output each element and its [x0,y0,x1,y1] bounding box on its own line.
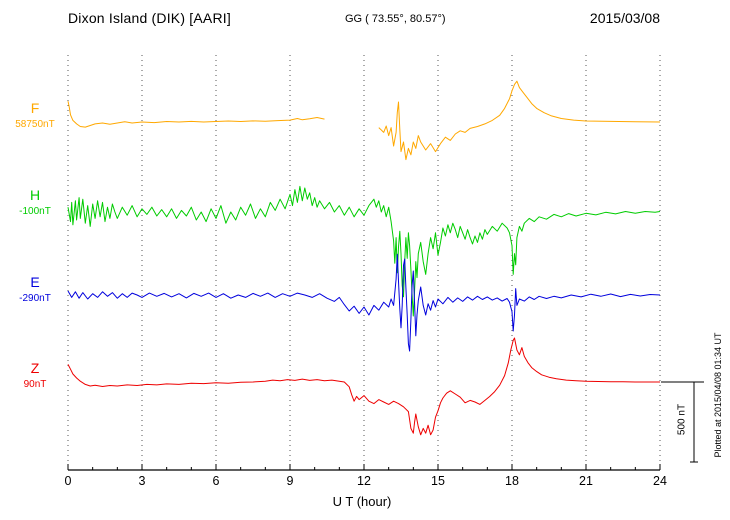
x-tick-label-12: 12 [357,474,371,488]
x-tick-label-0: 0 [64,474,72,488]
series-baseline-Z: 90nT [23,379,47,391]
series-F-trace-2 [378,80,661,161]
x-tick-label-6: 6 [212,474,220,488]
x-tick-label-24: 24 [653,474,667,488]
scale-bar-label: 500 nT [676,403,688,436]
series-name-Z: Z [30,360,40,376]
series-label-F: F 58750nT [6,100,64,131]
series-name-E: E [30,274,40,290]
series-baseline-F: 58750nT [15,119,55,131]
station-title: Dixon Island (DIK) [AARI] [68,10,231,26]
series-label-Z: Z 90nT [6,360,64,391]
series-Z-trace [67,337,660,436]
series-H-trace [67,185,661,317]
series-F-trace-1 [67,101,325,128]
series-baseline-E: -290nT [19,293,51,305]
series-name-H: H [29,187,41,203]
series-baseline-H: -100nT [19,206,51,218]
series-label-H: H -100nT [6,187,64,218]
series-E-trace [67,253,661,352]
x-tick-label-21: 21 [579,474,593,488]
x-axis-label: U T (hour) [332,494,392,509]
series-name-F: F [30,100,40,116]
x-tick-label-18: 18 [505,474,519,488]
x-tick-label-3: 3 [138,474,146,488]
plotted-at-note: Plotted at 2015/04/08 01:34 UT [713,332,723,458]
plot-date: 2015/03/08 [589,10,660,26]
x-tick-label-9: 9 [286,474,294,488]
geo-coordinates: GG ( 73.55°, 80.57°) [345,13,446,25]
series-label-E: E -290nT [6,274,64,305]
x-tick-label-15: 15 [431,474,445,488]
